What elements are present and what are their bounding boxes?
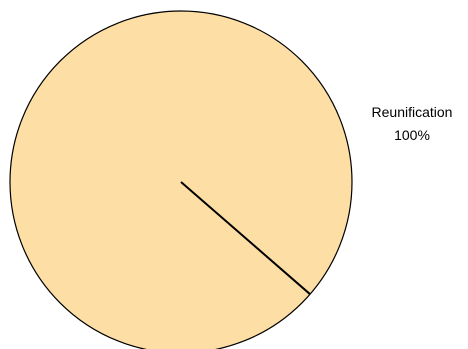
pie-slices xyxy=(9,10,353,349)
slice-label-percent: 100% xyxy=(394,127,430,143)
pie-labels: Reunification 100% xyxy=(372,104,453,143)
slice-label-name: Reunification xyxy=(372,104,453,120)
pie-slice-reunification xyxy=(9,10,353,349)
pie-slice-edge xyxy=(180,181,311,295)
